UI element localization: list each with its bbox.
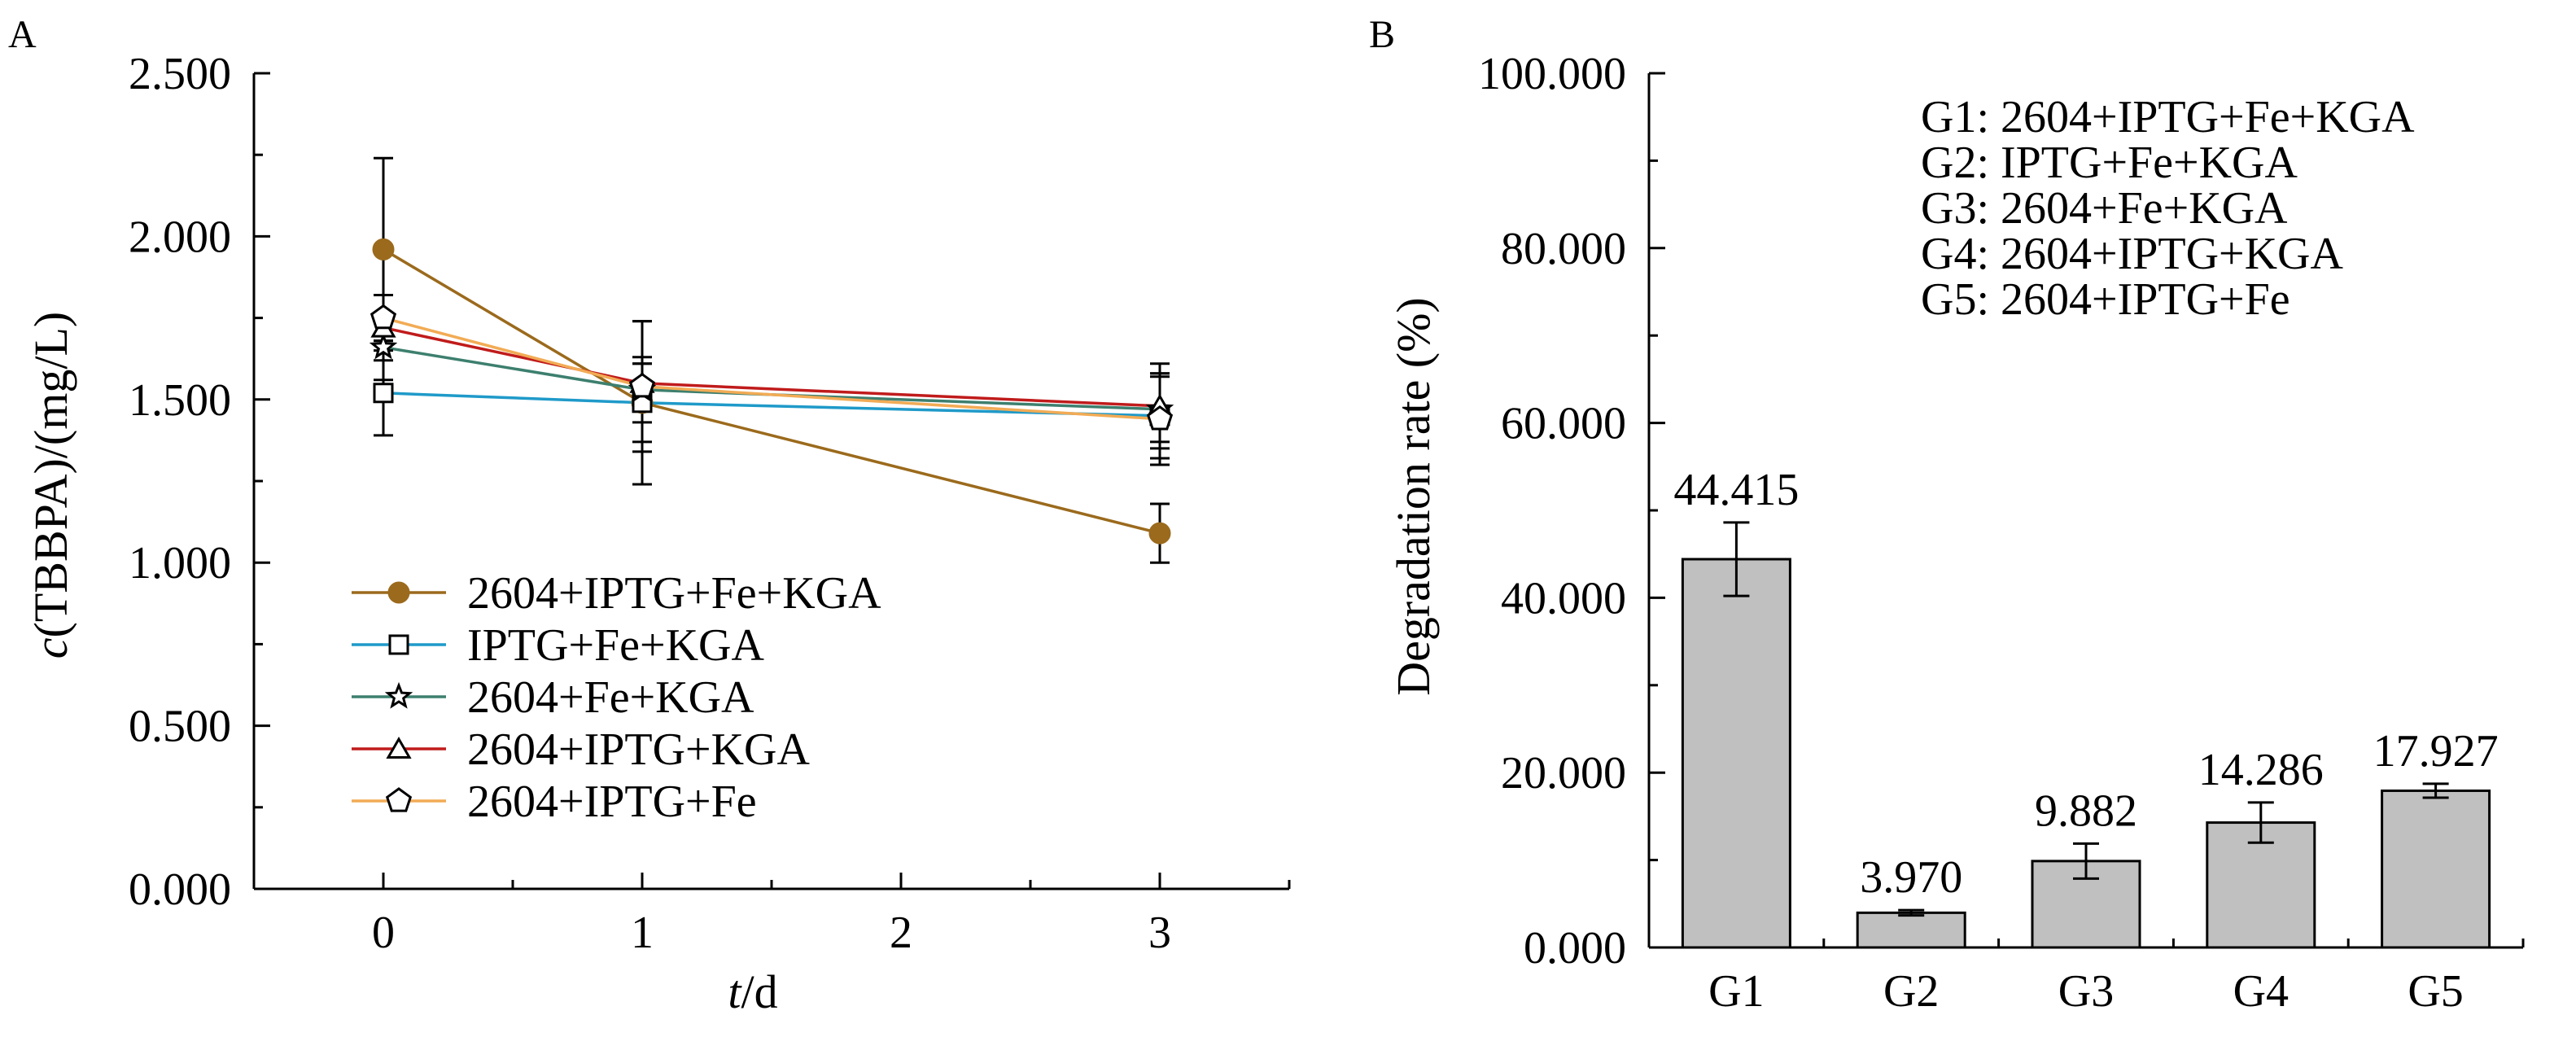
panel-a-x-tick-label: 0 bbox=[372, 908, 395, 958]
panel-b-y-tick-label: 100.000 bbox=[1478, 49, 1626, 99]
data-point-series-5 bbox=[1146, 405, 1174, 431]
data-point-series-2 bbox=[373, 383, 394, 404]
bar-value-label: 44.415 bbox=[1673, 465, 1799, 515]
panel-b-y-tick-label: 0.000 bbox=[1524, 923, 1626, 974]
panel-a-x-tick-label: 2 bbox=[890, 908, 912, 958]
panel-b-x-tick-label: G1 bbox=[1708, 966, 1764, 1017]
panel-b-y-tick-label: 20.000 bbox=[1501, 748, 1626, 799]
panel-a-y-tick-label: 2.500 bbox=[129, 49, 231, 99]
legend-marker bbox=[384, 681, 413, 709]
panel-b-x-tick-label: G3 bbox=[2058, 966, 2114, 1017]
bar-value-label: 14.286 bbox=[2198, 745, 2324, 795]
panel-b-x-tick-label: G2 bbox=[1883, 966, 1939, 1017]
panel-b-y-tick-label: 60.000 bbox=[1501, 399, 1626, 449]
data-point-series-1 bbox=[372, 238, 395, 260]
panel-a-y-tick-label: 0.000 bbox=[129, 864, 231, 915]
panel-b-bars-group: 44.415 3.970 9.882 14.286 17.927 bbox=[1673, 465, 2499, 949]
panel-a-y-tick-label: 0.500 bbox=[129, 702, 231, 752]
bar-value-label: 9.882 bbox=[2035, 785, 2137, 836]
legend-entry: 2604+IPTG+Fe+KGA bbox=[352, 568, 881, 619]
panel-a-y-axis-title-var: c bbox=[24, 637, 77, 659]
panel-a-legend: 2604+IPTG+Fe+KGAIPTG+Fe+KGA2604+Fe+KGA26… bbox=[352, 568, 881, 827]
legend-entry: IPTG+Fe+KGA bbox=[352, 620, 764, 671]
panel-a-y-axis-title-unit: (TBBPA)/(mg/L) bbox=[24, 312, 77, 638]
legend-marker bbox=[387, 581, 410, 604]
panel-a-x-axis-title-unit: /d bbox=[741, 965, 778, 1018]
panel-a-y-axis-title: c(TBBPA)/(mg/L) bbox=[24, 312, 77, 659]
legend-marker bbox=[386, 737, 412, 759]
error-bar bbox=[2073, 842, 2099, 880]
bar-g1 bbox=[1681, 558, 1791, 949]
panel-b-x-tick-label: G4 bbox=[2233, 966, 2289, 1017]
bar-g2 bbox=[1856, 911, 1966, 949]
data-point-series-5 bbox=[370, 304, 397, 330]
panel-b: B 0.000 20.000 40.000 60.000 80.000 100.000 G1… bbox=[1369, 13, 2525, 1017]
legend-label: IPTG+Fe+KGA bbox=[467, 620, 764, 671]
error-bar bbox=[2422, 782, 2449, 799]
error-bar bbox=[1723, 521, 1750, 597]
panel-b-letter: B bbox=[1369, 13, 1395, 56]
panel-a-letter: A bbox=[8, 13, 37, 56]
panel-a-x-tick-label: 1 bbox=[631, 908, 654, 958]
panel-a-series-group bbox=[369, 156, 1174, 564]
legend-entry: 2604+Fe+KGA bbox=[352, 672, 754, 723]
error-bar bbox=[2247, 801, 2274, 844]
panel-a-y-tick-label: 1.000 bbox=[129, 538, 231, 589]
legend-text-line: G1: 2604+IPTG+Fe+KGA bbox=[1921, 92, 2415, 142]
legend-text-line: G3: 2604+Fe+KGA bbox=[1921, 183, 2288, 234]
panel-a-y-tick-label: 2.000 bbox=[129, 212, 231, 262]
legend-marker bbox=[385, 787, 413, 812]
legend-marker bbox=[388, 634, 409, 655]
legend-text-line: G4: 2604+IPTG+KGA bbox=[1921, 229, 2343, 279]
bar-g5 bbox=[2381, 789, 2491, 949]
panel-b-y-axis-title: Degradation rate (%) bbox=[1387, 297, 1440, 696]
data-point-series-5 bbox=[628, 372, 656, 398]
panel-a-y-tick-label: 1.500 bbox=[129, 375, 231, 426]
legend-entry: 2604+IPTG+Fe bbox=[352, 777, 757, 827]
bar-value-label: 17.927 bbox=[2373, 726, 2499, 777]
panel-a-x-axis-title-var: t bbox=[728, 965, 742, 1018]
legend-label: 2604+IPTG+KGA bbox=[467, 724, 810, 775]
bar-value-label: 3.970 bbox=[1860, 852, 1962, 903]
panel-a-ticks: 0.000 0.500 1.000 1.500 2.000 2.500 0 1 2 3 bbox=[129, 49, 1291, 958]
panel-b-y-tick-label: 80.000 bbox=[1501, 224, 1626, 274]
legend-label: 2604+IPTG+Fe+KGA bbox=[467, 568, 881, 619]
panel-a-x-axis-title: t/d bbox=[728, 965, 777, 1018]
legend-label: 2604+Fe+KGA bbox=[467, 672, 754, 723]
panel-b-y-tick-label: 40.000 bbox=[1501, 573, 1626, 624]
data-point-series-3 bbox=[369, 332, 398, 360]
legend-text-line: G2: IPTG+Fe+KGA bbox=[1921, 138, 2298, 188]
panel-a-x-tick-label: 3 bbox=[1148, 908, 1171, 958]
panel-a: A 0.000 0.500 1.000 1.500 2.000 2.500 0 1 2 3 260… bbox=[8, 13, 1291, 1018]
panel-b-x-tick-label: G5 bbox=[2408, 966, 2463, 1017]
data-point-series-1 bbox=[1148, 522, 1171, 545]
error-bar bbox=[1898, 908, 1925, 917]
legend-text-line: G5: 2604+IPTG+Fe bbox=[1921, 274, 2290, 325]
series-line-1 bbox=[383, 247, 1161, 535]
legend-label: 2604+IPTG+Fe bbox=[467, 777, 757, 827]
legend-entry: 2604+IPTG+KGA bbox=[352, 724, 810, 775]
